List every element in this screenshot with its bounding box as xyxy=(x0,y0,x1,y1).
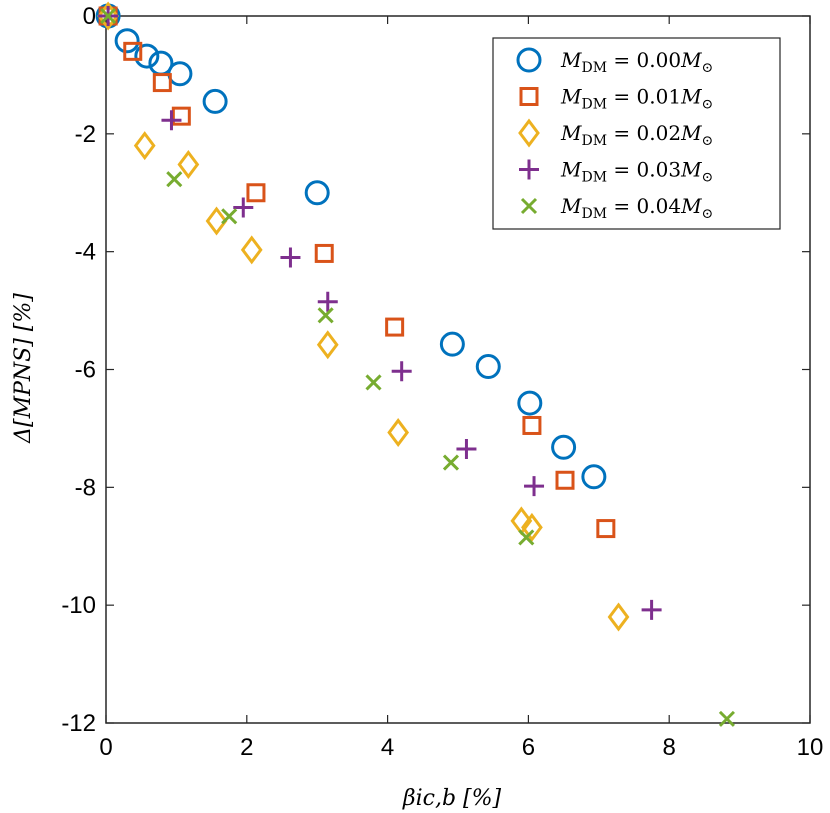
data-point-square xyxy=(246,183,266,203)
data-point-circle xyxy=(134,43,160,69)
y-tick-label: -10 xyxy=(61,592,96,619)
legend-label: MDM = 0.00M⊙ xyxy=(560,48,713,76)
data-point-x xyxy=(718,710,735,727)
legend-marker-plus xyxy=(519,159,539,180)
series-x xyxy=(100,7,735,727)
data-point-plus xyxy=(161,110,182,131)
data-point-diamond xyxy=(177,149,200,179)
y-tick-label: 0 xyxy=(83,3,96,30)
data-point-x xyxy=(518,529,535,546)
y-axis-label: Δ[MPNS] [%] xyxy=(11,293,36,444)
legend-label: MDM = 0.04M⊙ xyxy=(560,194,713,222)
data-point-square xyxy=(314,243,334,263)
data-point-plus xyxy=(317,291,338,312)
data-point-square xyxy=(152,73,172,93)
legend-item: MDM = 0.02M⊙ xyxy=(518,118,713,149)
data-point-x xyxy=(166,171,183,188)
data-point-x xyxy=(317,307,334,324)
data-point-circle xyxy=(517,390,543,416)
data-point-plus xyxy=(391,361,412,382)
data-point-circle xyxy=(551,434,577,460)
data-point-x xyxy=(221,208,238,225)
data-point-x xyxy=(365,374,382,391)
series-circle xyxy=(95,3,607,490)
data-point-x xyxy=(100,7,117,25)
data-point-plus xyxy=(280,247,301,268)
data-point-diamond xyxy=(521,512,543,542)
legend-label: MDM = 0.02M⊙ xyxy=(560,121,713,149)
x-tick-label: 8 xyxy=(663,734,676,761)
data-point-diamond xyxy=(387,418,410,448)
x-tick-label: 0 xyxy=(99,734,112,761)
legend-item: MDM = 0.04M⊙ xyxy=(520,194,713,222)
data-point-circle xyxy=(167,61,193,87)
y-tick-label: -4 xyxy=(75,239,96,266)
data-point-plus xyxy=(456,439,477,460)
data-point-diamond xyxy=(316,330,339,360)
x-tick-label: 2 xyxy=(240,734,253,761)
data-point-square xyxy=(385,317,405,337)
data-point-circle xyxy=(475,354,501,380)
legend: MDM = 0.00M⊙ MDM = 0.01M⊙ MDM = 0.02M⊙ MDM … xyxy=(492,37,781,230)
legend-item: MDM = 0.03M⊙ xyxy=(519,158,713,186)
legend-label: MDM = 0.01M⊙ xyxy=(560,85,713,113)
data-point-square xyxy=(596,519,616,539)
data-point-circle xyxy=(439,331,465,357)
data-point-square xyxy=(522,415,542,435)
data-point-diamond xyxy=(133,131,156,161)
x-tick-label: 6 xyxy=(522,734,535,761)
data-point-circle xyxy=(202,88,228,114)
legend-marker-circle xyxy=(516,47,542,73)
x-tick-label: 4 xyxy=(381,734,394,761)
data-point-diamond xyxy=(240,235,263,265)
data-point-circle xyxy=(114,28,140,54)
data-point-diamond xyxy=(205,206,228,236)
data-point-x xyxy=(442,454,460,471)
series-plus xyxy=(98,6,662,620)
data-point-circle xyxy=(304,180,330,206)
data-point-square xyxy=(123,41,143,61)
data-point-plus xyxy=(233,197,254,218)
legend-label: MDM = 0.03M⊙ xyxy=(560,158,713,186)
y-tick-label: -12 xyxy=(61,710,96,737)
data-points xyxy=(95,1,735,727)
legend-marker-diamond xyxy=(518,118,540,148)
y-tick-label: -2 xyxy=(75,121,96,148)
y-tick-label: -8 xyxy=(75,474,96,501)
data-point-circle xyxy=(581,464,607,490)
x-axis-label: βic,b [%] xyxy=(402,786,502,811)
data-point-plus xyxy=(524,476,545,497)
legend-item: MDM = 0.00M⊙ xyxy=(516,47,713,76)
x-tick-label: 10 xyxy=(797,734,824,761)
axis-ticks: 0 2 4 6 8 10 0 -2 -4 -6 -8 -10 -12 xyxy=(61,3,823,761)
data-point-square xyxy=(555,470,575,490)
data-point-diamond xyxy=(607,602,630,632)
y-tick-label: -6 xyxy=(75,357,96,384)
legend-marker-x xyxy=(520,197,538,215)
data-point-plus xyxy=(641,599,662,620)
legend-marker-square xyxy=(519,87,539,106)
legend-box xyxy=(492,37,781,230)
data-point-square xyxy=(171,106,191,126)
legend-item: MDM = 0.01M⊙ xyxy=(519,85,713,113)
